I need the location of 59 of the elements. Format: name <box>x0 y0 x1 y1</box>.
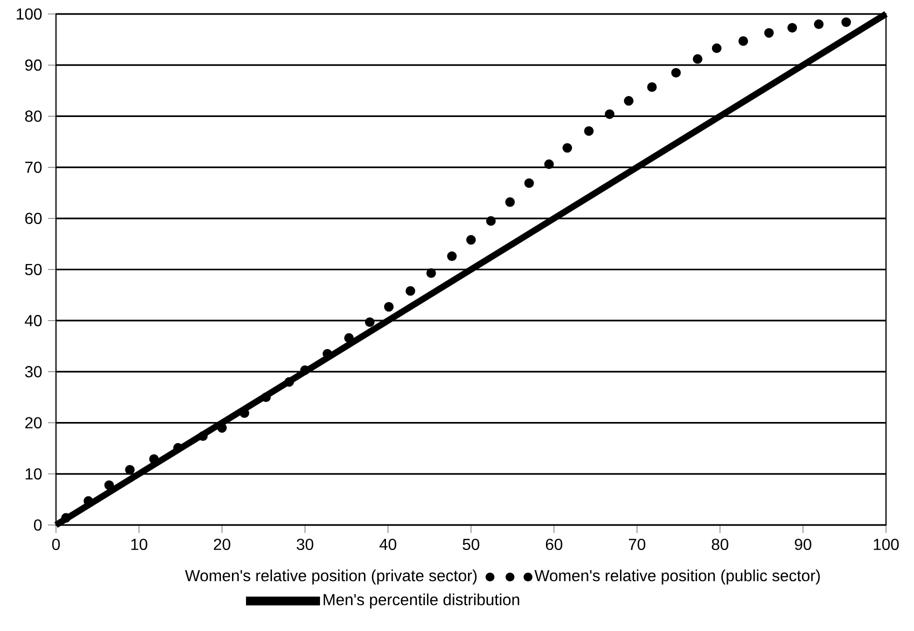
legend-label: Men's percentile distribution <box>324 594 520 608</box>
x-tick-label: 100 <box>874 538 899 550</box>
point <box>524 178 534 188</box>
y-tick-label: 70 <box>25 162 42 173</box>
point <box>406 286 416 296</box>
x-tick-label: 70 <box>628 538 646 550</box>
y-tick-label: 90 <box>25 59 42 71</box>
legend-label: Women's relative position (public sector) <box>534 570 820 584</box>
x-tick-label: 90 <box>794 538 812 550</box>
point <box>217 423 227 433</box>
point <box>584 126 594 136</box>
point <box>624 96 634 106</box>
text: Women's relative position (private sector) <box>185 570 477 584</box>
point <box>738 36 748 46</box>
point <box>447 251 457 262</box>
point <box>764 28 774 38</box>
point <box>544 159 554 170</box>
point <box>384 302 394 312</box>
point <box>712 43 722 54</box>
point <box>486 216 496 226</box>
x-tick-label: 30 <box>296 538 314 550</box>
point <box>104 480 114 490</box>
point <box>466 235 476 245</box>
y-tick-label: 80 <box>25 110 42 122</box>
x-tick-label: 20 <box>214 538 230 550</box>
y-tick-label: 30 <box>25 366 42 378</box>
x-tick-label: 0 <box>52 538 60 550</box>
x-tick-label: 10 <box>131 538 148 550</box>
point <box>149 454 159 464</box>
point <box>300 365 310 375</box>
point <box>692 54 702 64</box>
point <box>198 431 208 441</box>
y-tick-label: 40 <box>24 314 42 326</box>
point <box>364 317 375 327</box>
point <box>562 143 572 153</box>
y-tick-label: 10 <box>26 468 42 480</box>
point <box>284 377 294 387</box>
point <box>814 19 824 30</box>
point <box>61 513 71 523</box>
point <box>344 333 354 343</box>
point <box>787 22 798 33</box>
point <box>505 197 515 207</box>
point <box>647 82 657 92</box>
y-tick-label: 50 <box>25 264 42 276</box>
point <box>671 68 681 78</box>
point <box>173 443 183 453</box>
point <box>604 109 614 119</box>
point <box>426 268 436 278</box>
point <box>261 392 271 402</box>
y-tick-label: 20 <box>25 417 42 428</box>
x-tick-label: 60 <box>546 538 562 550</box>
y-tick-label: 100 <box>16 8 42 20</box>
point <box>841 17 851 27</box>
x-tick-label: 80 <box>712 538 728 550</box>
y-tick-label: 0 <box>34 519 42 531</box>
x-tick-label: 50 <box>462 538 480 550</box>
y-tick-label: 60 <box>25 212 42 224</box>
x-tick-label: 40 <box>379 538 396 550</box>
point <box>125 465 135 475</box>
